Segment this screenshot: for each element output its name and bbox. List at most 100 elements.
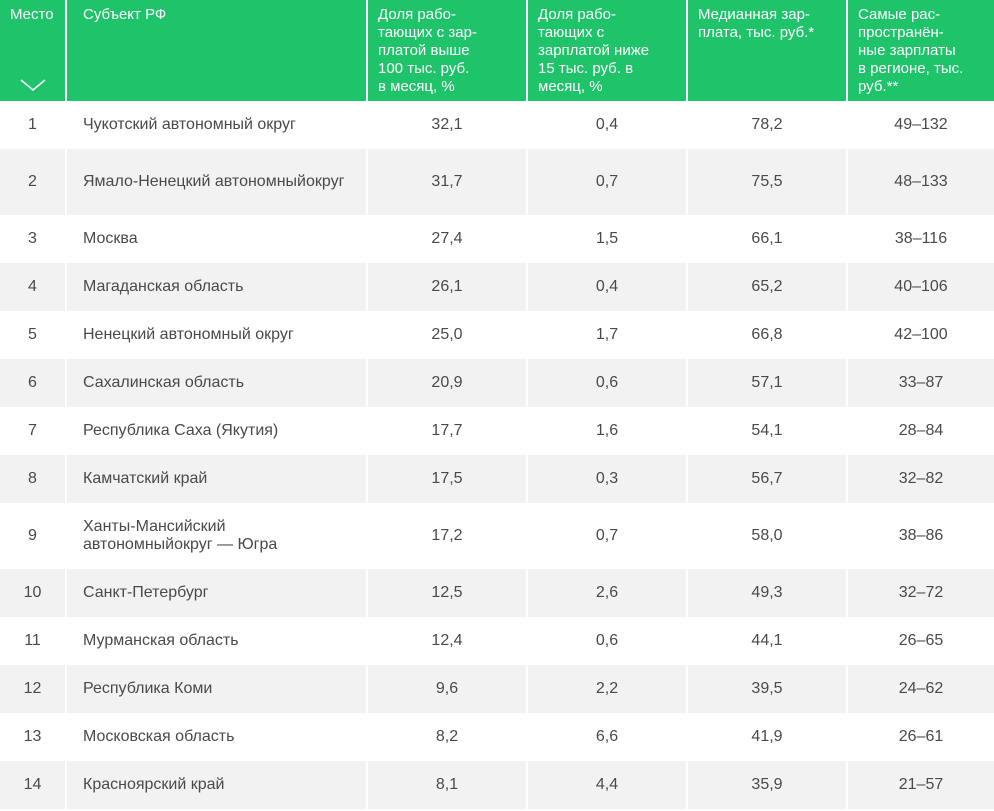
header-line: пространён- <box>858 24 944 41</box>
share-high-cell: 12,5 <box>367 569 528 617</box>
chevron-down-icon[interactable] <box>20 78 46 92</box>
subject-line: Мурманская область <box>83 632 239 649</box>
table-row: 2 Ямало-Ненецкий автономныйокруг 31,7 0,7 75… <box>0 149 994 215</box>
median-cell: 49,3 <box>687 569 848 617</box>
median-cell: 57,1 <box>687 359 848 407</box>
median-cell: 41,9 <box>687 713 848 761</box>
common-range-cell: 48–133 <box>847 149 994 215</box>
header-line: тающих с зар- <box>378 24 477 41</box>
share-high-cell: 9,6 <box>367 665 528 713</box>
table-header-row: Место Субъект РФ Доля рабо-тающих с зар-… <box>0 0 994 101</box>
subject-cell: Ямало-Ненецкий автономныйокруг <box>66 149 368 215</box>
table-row: 10 Санкт-Петербург 12,5 2,6 49,3 32–72 <box>0 569 994 617</box>
share-low-cell: 1,6 <box>527 407 688 455</box>
subject-line: округ — Югра <box>174 536 278 553</box>
place-cell: 4 <box>0 263 67 311</box>
subject-cell: Магаданская область <box>66 263 368 311</box>
subject-cell: Ненецкий автономный округ <box>66 311 368 359</box>
subject-line: Камчатский край <box>83 470 208 487</box>
share-low-cell: 0,6 <box>527 359 688 407</box>
share-high-cell: 8,2 <box>367 713 528 761</box>
subject-cell: Республика Саха (Якутия) <box>66 407 368 455</box>
share-high-cell: 31,7 <box>367 149 528 215</box>
median-cell: 58,0 <box>687 503 848 569</box>
column-header-median[interactable]: Медианная зар-плата, тыс. руб.* <box>687 0 848 101</box>
table-row: 11 Мурманская область 12,4 0,6 44,1 26–65 <box>0 617 994 665</box>
common-range-cell: 26–65 <box>847 617 994 665</box>
table-row: 9 Ханты-Мансийский автономныйокруг — Югра… <box>0 503 994 569</box>
place-cell: 10 <box>0 569 67 617</box>
common-range-cell: 38–86 <box>847 503 994 569</box>
subject-cell: Сахалинская область <box>66 359 368 407</box>
common-range-cell: 32–72 <box>847 569 994 617</box>
subject-cell: Ханты-Мансийский автономныйокруг — Югра <box>66 503 368 569</box>
table-row: 4 Магаданская область 26,1 0,4 65,2 40–106 <box>0 263 994 311</box>
share-low-cell: 0,4 <box>527 263 688 311</box>
header-line: Самые рас- <box>858 6 941 23</box>
common-range-cell: 40–106 <box>847 263 994 311</box>
table-row: 1 Чукотский автономный округ 32,1 0,4 78,2 49… <box>0 101 994 149</box>
share-high-cell: 32,1 <box>367 101 528 149</box>
share-low-cell: 0,7 <box>527 149 688 215</box>
share-low-cell: 4,4 <box>527 761 688 809</box>
header-line: платой выше <box>378 42 470 59</box>
header-line: руб.** <box>858 78 899 95</box>
share-high-cell: 20,9 <box>367 359 528 407</box>
table-row: 3 Москва 27,4 1,5 66,1 38–116 <box>0 215 994 263</box>
subject-line: Красноярский край <box>83 776 225 793</box>
median-cell: 65,2 <box>687 263 848 311</box>
common-range-cell: 21–57 <box>847 761 994 809</box>
subject-line: Ханты-Мансийский автономный <box>83 518 226 553</box>
share-low-cell: 2,2 <box>527 665 688 713</box>
place-cell: 7 <box>0 407 67 455</box>
share-high-cell: 26,1 <box>367 263 528 311</box>
share-high-cell: 17,7 <box>367 407 528 455</box>
header-line: зарплатой ниже <box>538 42 650 59</box>
header-line: Медианная зар- <box>698 6 810 23</box>
table-row: 7 Республика Саха (Якутия) 17,7 1,6 54,1 28–8… <box>0 407 994 455</box>
table-body: 1 Чукотский автономный округ 32,1 0,4 78,2 49… <box>0 101 994 809</box>
common-range-cell: 32–82 <box>847 455 994 503</box>
table-row: 14 Красноярский край 8,1 4,4 35,9 21–57 <box>0 761 994 809</box>
header-line: в месяц, % <box>378 78 455 95</box>
header-line: Доля рабо- <box>538 6 616 23</box>
median-cell: 75,5 <box>687 149 848 215</box>
median-cell: 35,9 <box>687 761 848 809</box>
median-cell: 39,5 <box>687 665 848 713</box>
subject-line: Московская область <box>83 728 235 745</box>
median-cell: 66,8 <box>687 311 848 359</box>
share-low-cell: 1,7 <box>527 311 688 359</box>
median-cell: 78,2 <box>687 101 848 149</box>
place-cell: 14 <box>0 761 67 809</box>
common-range-cell: 38–116 <box>847 215 994 263</box>
subject-line: округ <box>305 173 345 190</box>
subject-line: Республика Коми <box>83 680 213 697</box>
common-range-cell: 28–84 <box>847 407 994 455</box>
share-low-cell: 1,5 <box>527 215 688 263</box>
column-header-subject[interactable]: Субъект РФ <box>66 0 368 101</box>
subject-cell: Красноярский край <box>66 761 368 809</box>
subject-cell: Московская область <box>66 713 368 761</box>
column-header-share-high[interactable]: Доля рабо-тающих с зар-платой выше 100 ты… <box>367 0 528 101</box>
header-line: 100 тыс. руб. <box>378 60 470 77</box>
subject-cell: Мурманская область <box>66 617 368 665</box>
header-line: тающих с <box>538 24 605 41</box>
table-row: 6 Сахалинская область 20,9 0,6 57,1 33–87 <box>0 359 994 407</box>
header-line: месяц, % <box>538 78 603 95</box>
median-cell: 66,1 <box>687 215 848 263</box>
subject-line: Чукотский автономный округ <box>83 116 296 133</box>
header-line: плата, тыс. руб.* <box>698 24 815 41</box>
column-header-common-range[interactable]: Самые рас-пространён-ные зарплаты в регио… <box>847 0 994 101</box>
subject-cell: Чукотский автономный округ <box>66 101 368 149</box>
table-row: 8 Камчатский край 17,5 0,3 56,7 32–82 <box>0 455 994 503</box>
place-cell: 13 <box>0 713 67 761</box>
subject-line: Магаданская область <box>83 278 244 295</box>
place-cell: 2 <box>0 149 67 215</box>
column-header-share-low[interactable]: Доля рабо-тающих с зарплатой ниже 15 тыс. … <box>527 0 688 101</box>
place-cell: 6 <box>0 359 67 407</box>
header-line: ные зарплаты <box>858 42 956 59</box>
header-line: Доля рабо- <box>378 6 456 23</box>
column-header-place[interactable]: Место <box>0 0 67 101</box>
place-cell: 3 <box>0 215 67 263</box>
